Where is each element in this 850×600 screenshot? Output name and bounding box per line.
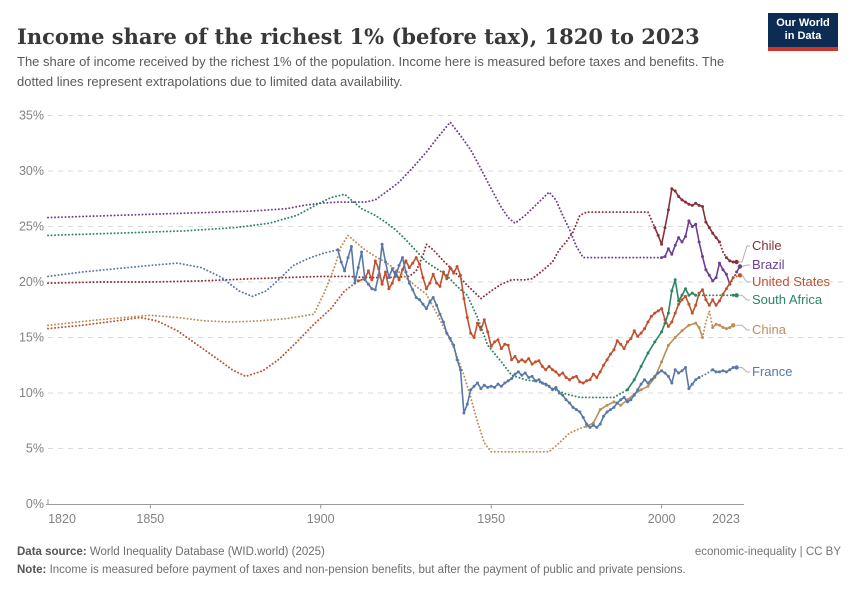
series-france-dotted: [47, 248, 339, 298]
x-tick-label-1850: 1850: [136, 512, 164, 526]
series-south-africa-dotted: [47, 193, 629, 399]
legend-label-china[interactable]: China: [752, 322, 786, 337]
note-label: Note:: [17, 564, 47, 576]
page-title: Income share of the richest 1% (before t…: [17, 24, 700, 50]
series-china-solid: [586, 322, 704, 428]
series-france-dotted: [698, 368, 714, 379]
legend-label-united-states[interactable]: United States: [752, 274, 831, 289]
x-tick-label-2023: 2023: [712, 512, 740, 526]
y-tick-label-10: 10%: [19, 386, 44, 400]
series-united-states-solid: [357, 256, 734, 384]
series-united-states-dotted: [47, 279, 360, 378]
series-united-states-end-marker: [737, 273, 743, 278]
y-tick-label-35: 35%: [19, 109, 44, 123]
chart-footer: Data source: World Inequality Database (…: [17, 546, 841, 576]
legend-connector-south-africa: [739, 294, 750, 301]
x-tick-label-1820: 1820: [48, 512, 76, 526]
series-brazil-solid: [661, 220, 731, 285]
series-france-end-marker: [734, 365, 739, 370]
legend-label-chile[interactable]: Chile: [752, 238, 782, 253]
license-link[interactable]: economic-inequality | CC BY: [694, 546, 841, 558]
series-brazil-dotted: [47, 120, 663, 259]
y-tick-label-20: 20%: [19, 275, 44, 289]
note-line: Note: Income is measured before payment …: [17, 564, 841, 576]
owid-logo-accent-bar: [768, 47, 838, 51]
x-tick-label-1950: 1950: [477, 512, 505, 526]
y-tick-label-5: 5%: [26, 442, 44, 456]
x-tick-label-1900: 1900: [307, 512, 335, 526]
owid-logo[interactable]: Our World in Data: [768, 13, 838, 51]
data-source-label: Data source:: [17, 546, 87, 558]
y-tick-label-15: 15%: [19, 331, 44, 345]
series-chile-solid: [654, 188, 721, 246]
series-chile-dotted: [718, 241, 728, 259]
data-source-text: World Inequality Database (WID.world) (2…: [86, 546, 325, 558]
series-china-dotted: [701, 310, 714, 339]
series-france-solid: [337, 243, 700, 429]
chart-subtitle: The share of income received by the rich…: [17, 54, 725, 89]
owid-logo-line1: Our World: [776, 16, 830, 29]
series-brazil-end-marker: [737, 264, 743, 269]
y-tick-label-25: 25%: [19, 220, 44, 234]
series-china-dotted: [47, 233, 588, 453]
series-chile-dotted: [47, 211, 656, 300]
data-source-line: Data source: World Inequality Database (…: [17, 546, 325, 558]
series-chile-end-marker: [734, 259, 739, 265]
legend-label-south-africa[interactable]: South Africa: [752, 292, 823, 307]
legend-connector-brazil: [741, 264, 750, 267]
note-text: Income is measured before payment of tax…: [46, 564, 686, 576]
series-china-end-marker: [731, 323, 736, 328]
legend-connector-chile: [739, 245, 750, 263]
owid-logo-line2: in Data: [784, 30, 822, 42]
x-tick-label-2000: 2000: [648, 512, 676, 526]
legend-connector-france: [739, 367, 750, 373]
legend-label-brazil[interactable]: Brazil: [752, 257, 785, 272]
legend-connector-china: [735, 324, 750, 331]
series-south-africa-end-marker: [734, 293, 739, 298]
y-tick-label-0: 0%: [26, 497, 44, 511]
series-united-states-dotted: [732, 274, 741, 279]
legend-connector-united-states: [741, 274, 750, 283]
y-tick-label-30: 30%: [19, 164, 44, 178]
legend-label-france[interactable]: France: [752, 364, 793, 379]
series-south-africa-solid: [626, 279, 697, 391]
